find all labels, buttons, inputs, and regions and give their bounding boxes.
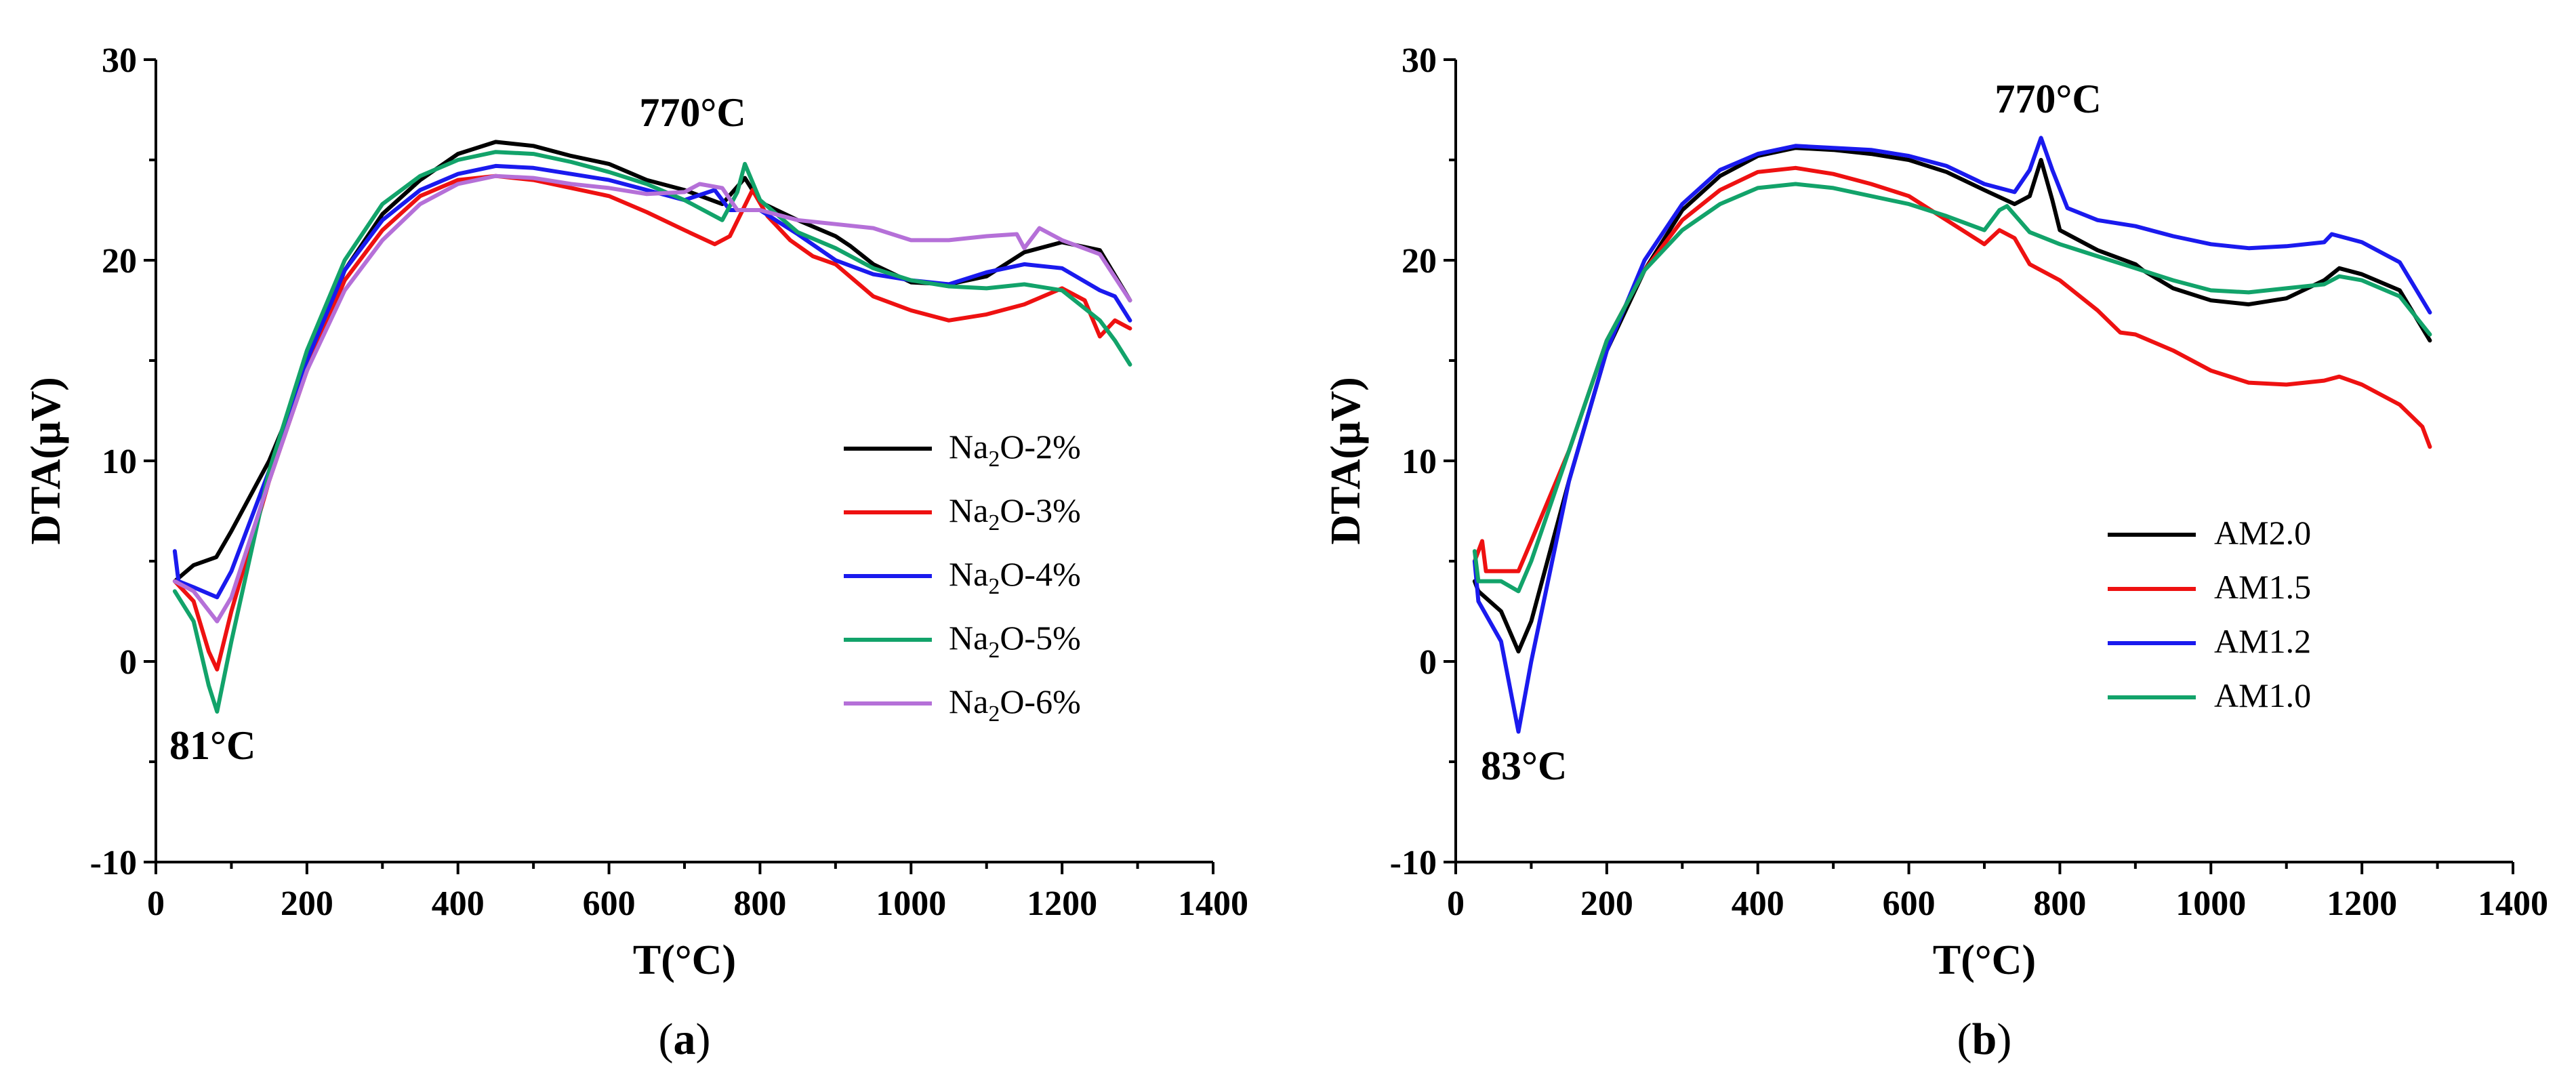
legend-label: AM1.2 — [2214, 622, 2311, 660]
legend-label: Na2O-5% — [949, 619, 1081, 663]
legend-label: Na2O-6% — [949, 682, 1081, 727]
x-tick-label: 1200 — [2327, 884, 2397, 923]
x-tick-label: 600 — [1883, 884, 1936, 923]
x-tick-label: 1400 — [2478, 884, 2548, 923]
x-tick-label: 400 — [432, 884, 485, 923]
x-tick-label: 200 — [1580, 884, 1633, 923]
y-axis-title: DTA(μV) — [23, 377, 69, 545]
x-tick-label: 1400 — [1178, 884, 1248, 923]
legend: Na2O-2% Na2O-3% Na2O-4% Na2O-5% Na2O-6% — [844, 428, 1081, 727]
y-tick-label: 30 — [102, 41, 137, 80]
chart-panel-a: 0 200 400 600 800 1000 1200 1400 -10 0 10 20 30 T(°C)… — [23, 41, 1248, 1064]
x-axis-title: T(°C) — [1933, 937, 2036, 983]
panel-label: (a) — [659, 1015, 711, 1064]
x-tick-label: 400 — [1732, 884, 1784, 923]
y-tick-label: 10 — [102, 443, 137, 481]
y-tick-label: 0 — [1419, 643, 1437, 682]
series-line-na2o-6- — [172, 173, 1132, 624]
legend-label: AM1.0 — [2214, 676, 2311, 714]
legend-label: AM1.5 — [2214, 568, 2311, 606]
x-tick-label: 1200 — [1027, 884, 1097, 923]
legend-label: Na2O-3% — [949, 491, 1081, 535]
panel-label: (b) — [1957, 1015, 2012, 1064]
y-tick-label: 10 — [1402, 443, 1437, 481]
legend: AM2.0 AM1.5 AM1.2 AM1.0 — [2108, 514, 2311, 714]
x-tick-label: 200 — [281, 884, 333, 923]
y-tick-label: 30 — [1402, 41, 1437, 80]
y-tick-label: 20 — [1402, 242, 1437, 281]
x-tick-label: 800 — [733, 884, 786, 923]
x-tick-label: 800 — [2033, 884, 2086, 923]
x-tick-label: 1000 — [2175, 884, 2246, 923]
x-tick-label: 600 — [583, 884, 636, 923]
series-line-am1-0 — [1472, 182, 2432, 594]
peak-annotation: 83°C — [1481, 743, 1567, 788]
chart-panel-b: 0 200 400 600 800 1000 1200 1400 -10 0 10 20 30 T(°C)… — [1323, 41, 2548, 1064]
legend-label: Na2O-2% — [949, 428, 1081, 472]
y-tick-label: 20 — [102, 242, 137, 281]
peak-annotation: 770°C — [1995, 77, 2101, 121]
peak-annotation: 81°C — [169, 723, 255, 768]
x-tick-label: 0 — [1447, 884, 1465, 923]
y-tick-label: 0 — [119, 643, 137, 682]
series-line-am1-2 — [1472, 136, 2432, 734]
legend-label: Na2O-4% — [949, 555, 1081, 599]
x-axis-title: T(°C) — [633, 937, 736, 983]
y-axis-title: DTA(μV) — [1323, 377, 1369, 545]
legend-label: AM2.0 — [2214, 514, 2311, 552]
x-tick-label: 1000 — [876, 884, 946, 923]
peak-annotation: 770°C — [639, 90, 745, 135]
y-tick-label: -10 — [90, 844, 137, 882]
y-tick-label: -10 — [1390, 844, 1437, 882]
x-tick-label: 0 — [147, 884, 165, 923]
